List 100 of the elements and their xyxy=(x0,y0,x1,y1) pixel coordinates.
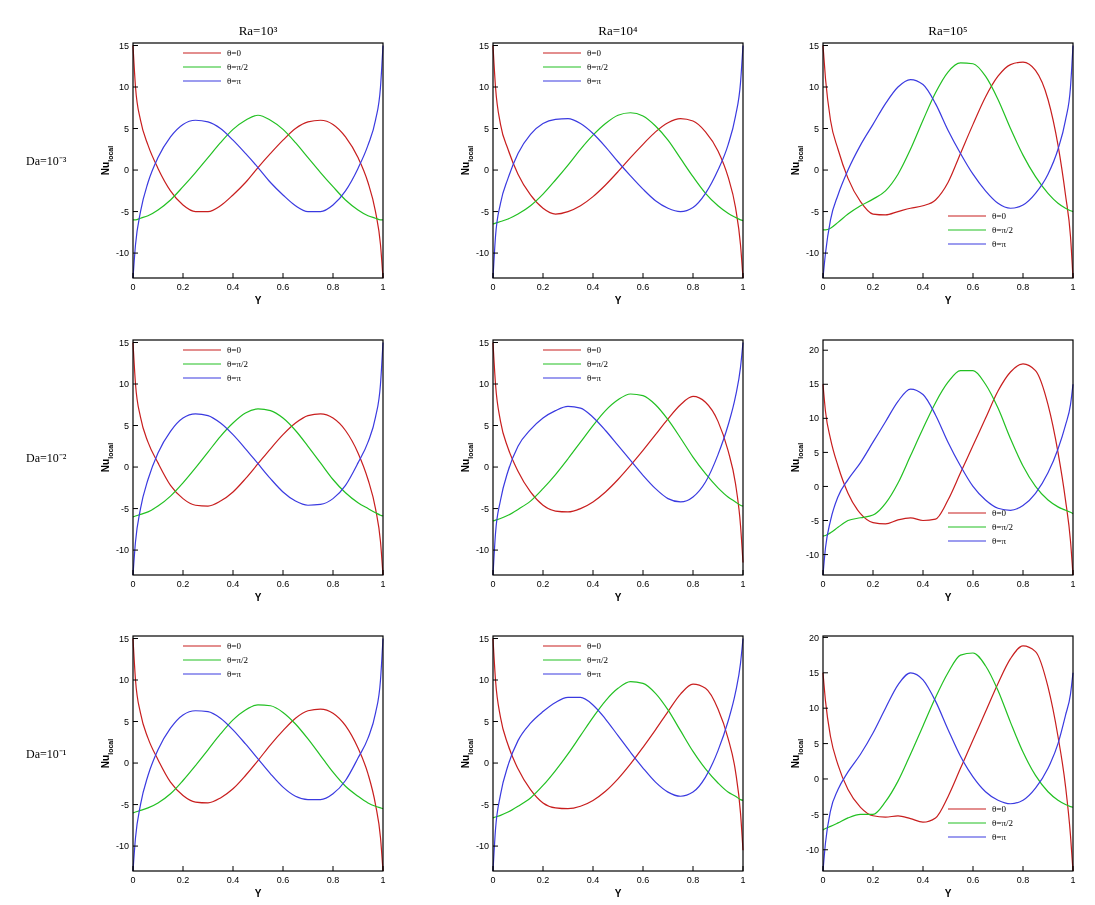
y-tick-label: 0 xyxy=(813,481,819,492)
x-tick-label: 0.6 xyxy=(966,875,980,885)
text: Da=10⁻¹ xyxy=(26,746,67,761)
y-tick-label: 15 xyxy=(808,667,819,678)
x-tick-label: 0.8 xyxy=(686,579,700,589)
x-tick-label: 0.8 xyxy=(326,282,340,292)
y-tick-label: -10 xyxy=(475,545,489,556)
legend-label: θ=π/2 xyxy=(992,522,1013,533)
y-tick-label: 5 xyxy=(123,716,129,727)
legend-label: θ=0 xyxy=(227,48,242,59)
legend-label: θ=0 xyxy=(992,508,1007,519)
y-tick-label: -10 xyxy=(805,248,819,259)
x-tick-label: 0.8 xyxy=(1016,579,1030,589)
legend-label: θ=π xyxy=(992,536,1007,547)
y-tick-label: -5 xyxy=(810,515,819,526)
line-series xyxy=(132,341,384,576)
x-tick-label: 1 xyxy=(380,579,386,589)
x-tick-label: 0.2 xyxy=(536,579,550,589)
y-tick-label: 15 xyxy=(808,379,819,390)
x-tick-label: 1 xyxy=(380,875,386,885)
y-tick-label: 15 xyxy=(118,40,129,51)
legend-label: θ=π/2 xyxy=(992,818,1013,829)
y-tick-label: 5 xyxy=(123,123,129,134)
y-tick-label: 10 xyxy=(118,379,129,390)
x-tick-label: 0.8 xyxy=(1016,875,1030,885)
y-tick-label: 15 xyxy=(478,633,489,644)
x-tick-label: 0.4 xyxy=(586,282,600,292)
legend-label: θ=0 xyxy=(587,345,602,356)
y-tick-label: 10 xyxy=(808,703,819,714)
x-axis-title: Y xyxy=(944,295,952,306)
legend-label: θ=π xyxy=(587,373,602,384)
y-tick-label: -10 xyxy=(805,549,819,560)
x-axis-title: Y xyxy=(944,592,952,603)
x-tick-label: 0 xyxy=(490,579,496,589)
x-tick-label: 0 xyxy=(130,875,136,885)
x-tick-label: 0.4 xyxy=(916,579,930,589)
x-tick-label: 0 xyxy=(490,282,496,292)
legend-label: θ=π/2 xyxy=(227,62,248,73)
line-series xyxy=(492,393,744,522)
y-tick-label: -5 xyxy=(480,799,489,810)
x-tick-label: 0.6 xyxy=(636,579,650,589)
legend-label: θ=0 xyxy=(992,211,1007,222)
y-tick-label: 0 xyxy=(483,462,489,473)
y-tick-label: 20 xyxy=(808,632,819,643)
legend-label: θ=π xyxy=(227,373,242,384)
x-tick-label: 1 xyxy=(740,282,746,292)
x-tick-label: 0.8 xyxy=(686,282,700,292)
legend-label: θ=0 xyxy=(227,345,242,356)
y-tick-label: 15 xyxy=(478,40,489,51)
x-tick-label: 0.4 xyxy=(586,579,600,589)
y-tick-label: 10 xyxy=(118,675,129,686)
legend-label: θ=π xyxy=(587,669,602,680)
x-axis-title: Y xyxy=(944,888,952,899)
x-tick-label: 0.8 xyxy=(326,579,340,589)
line-series xyxy=(492,44,744,279)
y-tick-label: -10 xyxy=(115,545,129,556)
x-axis-title: Y xyxy=(254,592,262,603)
x-tick-label: 1 xyxy=(740,579,746,589)
legend-label: θ=0 xyxy=(587,48,602,59)
x-tick-label: 0.4 xyxy=(586,875,600,885)
y-tick-label: 5 xyxy=(483,716,489,727)
y-tick-label: 5 xyxy=(483,420,489,431)
x-tick-label: 0.4 xyxy=(226,579,240,589)
y-tick-label: -10 xyxy=(115,841,129,852)
legend-label: θ=π xyxy=(227,669,242,680)
x-tick-label: 0.4 xyxy=(226,282,240,292)
y-tick-label: -5 xyxy=(120,799,129,810)
line-series xyxy=(132,114,384,221)
x-axis-title: Y xyxy=(614,295,622,306)
x-tick-label: 1 xyxy=(380,282,386,292)
x-tick-label: 0.2 xyxy=(176,875,190,885)
y-tick-label: 10 xyxy=(478,675,489,686)
x-tick-label: 1 xyxy=(1070,579,1076,589)
y-tick-label: 0 xyxy=(123,758,129,769)
y-tick-label: 5 xyxy=(813,738,819,749)
legend-label: θ=π/2 xyxy=(587,359,608,370)
legend-label: θ=π/2 xyxy=(587,62,608,73)
y-tick-label: -5 xyxy=(810,206,819,217)
y-tick-label: 15 xyxy=(118,633,129,644)
y-tick-label: -5 xyxy=(120,206,129,217)
y-tick-label: -5 xyxy=(810,809,819,820)
legend-label: θ=0 xyxy=(587,641,602,652)
x-axis-title: Y xyxy=(614,888,622,899)
x-tick-label: 0.2 xyxy=(866,875,880,885)
text: Da=10⁻³ xyxy=(26,153,67,168)
chart-title: Ra=10⁵ xyxy=(928,23,968,38)
chart-title: Ra=10⁴ xyxy=(598,23,639,38)
x-tick-label: 0.2 xyxy=(176,282,190,292)
y-tick-label: -5 xyxy=(120,503,129,514)
x-tick-label: 0.4 xyxy=(916,282,930,292)
x-tick-label: 0.6 xyxy=(966,282,980,292)
x-axis-title: Y xyxy=(254,295,262,306)
legend-label: θ=π xyxy=(992,832,1007,843)
x-tick-label: 0 xyxy=(490,875,496,885)
y-tick-label: 5 xyxy=(123,420,129,431)
y-tick-label: 20 xyxy=(808,345,819,356)
y-tick-label: 10 xyxy=(808,82,819,93)
line-series xyxy=(822,62,1074,231)
y-tick-label: 0 xyxy=(483,758,489,769)
y-tick-label: 15 xyxy=(808,40,819,51)
